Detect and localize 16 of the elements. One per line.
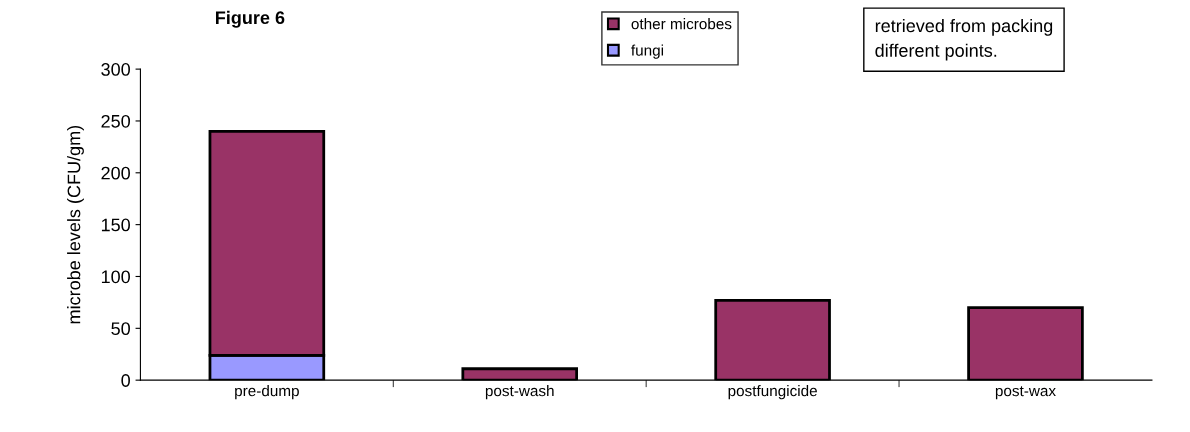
y-tick-label: 300: [101, 63, 130, 76]
y-tick-label: 200: [101, 166, 130, 180]
x-tick-label: pre-dump: [235, 385, 299, 400]
x-tick-label: post-wax: [995, 386, 1056, 400]
y-tick-label: 100: [101, 270, 130, 284]
legend-label: fungi: [631, 44, 664, 59]
text: retrieved from packing different points.: [875, 18, 1053, 61]
y-tick-label: 150: [101, 218, 130, 232]
y-tick-label: 50: [111, 322, 130, 336]
x-tick-label: post-wash: [485, 385, 554, 400]
y-tick-label: 250: [101, 114, 130, 128]
y-tick-label: 0: [121, 374, 130, 387]
x-tick-label: postfungicide: [728, 385, 817, 400]
y-axis-title: microbe levels (CFU/gm): [67, 125, 84, 324]
legend-label: other microbes: [631, 18, 732, 30]
chart-title: Figure 6: [216, 10, 285, 28]
